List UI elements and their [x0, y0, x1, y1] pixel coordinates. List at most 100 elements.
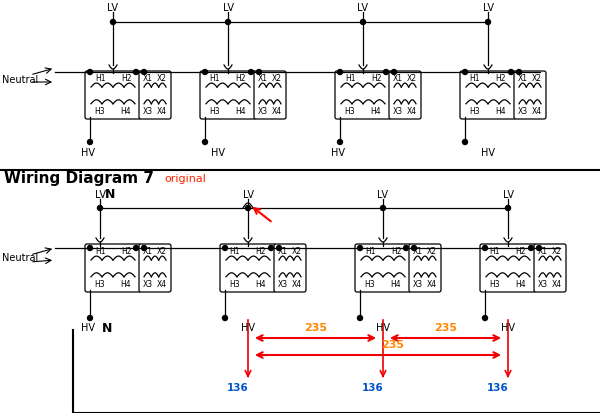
Circle shape: [404, 245, 409, 251]
Text: N: N: [105, 188, 115, 200]
FancyBboxPatch shape: [85, 71, 141, 119]
Circle shape: [412, 245, 416, 251]
Text: X4: X4: [427, 280, 437, 289]
Text: X4: X4: [272, 107, 282, 116]
FancyBboxPatch shape: [85, 244, 141, 292]
Text: X3: X3: [143, 107, 153, 116]
FancyBboxPatch shape: [514, 71, 546, 119]
Circle shape: [277, 245, 281, 251]
Circle shape: [142, 245, 146, 251]
Text: H1: H1: [230, 247, 240, 256]
Text: H1: H1: [95, 74, 105, 83]
Text: X2: X2: [552, 247, 562, 256]
Circle shape: [485, 19, 491, 24]
Text: H1: H1: [470, 74, 480, 83]
Text: H1: H1: [345, 74, 355, 83]
Circle shape: [337, 69, 343, 74]
Circle shape: [380, 206, 386, 211]
Text: 136: 136: [487, 383, 509, 393]
Text: LV: LV: [482, 3, 493, 13]
Text: X3: X3: [538, 280, 548, 289]
Circle shape: [133, 69, 139, 74]
Text: X1: X1: [538, 247, 548, 256]
FancyBboxPatch shape: [534, 244, 566, 292]
Circle shape: [392, 69, 397, 74]
Text: X3: X3: [143, 280, 153, 289]
FancyBboxPatch shape: [139, 244, 171, 292]
Text: H3: H3: [490, 280, 500, 289]
Circle shape: [203, 140, 208, 145]
Text: H3: H3: [365, 280, 376, 289]
Text: X1: X1: [143, 74, 153, 83]
Text: X4: X4: [407, 107, 417, 116]
Circle shape: [203, 69, 208, 74]
Text: X2: X2: [407, 74, 417, 83]
Text: H3: H3: [344, 107, 355, 116]
Circle shape: [358, 316, 362, 320]
FancyBboxPatch shape: [409, 244, 441, 292]
Circle shape: [517, 69, 521, 74]
Text: H4: H4: [256, 280, 266, 289]
Text: Wiring Diagram 7: Wiring Diagram 7: [4, 171, 154, 187]
Text: HV: HV: [211, 148, 225, 158]
Text: X3: X3: [393, 107, 403, 116]
Text: X1: X1: [278, 247, 288, 256]
Text: H4: H4: [121, 107, 131, 116]
Text: LV: LV: [223, 3, 233, 13]
Circle shape: [358, 245, 362, 251]
Text: H2: H2: [371, 74, 381, 83]
Text: H2: H2: [516, 247, 526, 256]
Circle shape: [110, 19, 115, 24]
Circle shape: [463, 69, 467, 74]
Text: H2: H2: [256, 247, 266, 256]
Text: H4: H4: [515, 280, 526, 289]
Text: 136: 136: [362, 383, 384, 393]
Text: N: N: [102, 321, 112, 335]
Text: X1: X1: [393, 74, 403, 83]
Circle shape: [257, 69, 262, 74]
Text: H2: H2: [121, 247, 131, 256]
Text: H1: H1: [95, 247, 105, 256]
FancyBboxPatch shape: [335, 71, 391, 119]
Text: X2: X2: [272, 74, 282, 83]
Text: 235: 235: [434, 323, 457, 333]
Text: H4: H4: [236, 107, 247, 116]
Circle shape: [245, 206, 251, 211]
Circle shape: [88, 245, 92, 251]
Text: LV: LV: [95, 190, 106, 200]
Text: X4: X4: [532, 107, 542, 116]
Text: X3: X3: [278, 280, 288, 289]
FancyBboxPatch shape: [274, 244, 306, 292]
Circle shape: [226, 19, 230, 24]
Text: Neutral: Neutral: [2, 75, 38, 85]
Text: H2: H2: [236, 74, 246, 83]
Text: LV: LV: [242, 190, 254, 200]
Circle shape: [88, 140, 92, 145]
Circle shape: [529, 245, 533, 251]
Text: 235: 235: [304, 323, 327, 333]
Text: H2: H2: [496, 74, 506, 83]
Text: X1: X1: [143, 247, 153, 256]
FancyBboxPatch shape: [355, 244, 411, 292]
Text: Neutral: Neutral: [2, 253, 38, 263]
Text: X4: X4: [157, 280, 167, 289]
FancyBboxPatch shape: [200, 71, 256, 119]
Text: H4: H4: [121, 280, 131, 289]
Text: 235: 235: [382, 340, 404, 350]
Circle shape: [88, 316, 92, 320]
Text: X1: X1: [518, 74, 528, 83]
Circle shape: [97, 206, 103, 211]
Text: H1: H1: [365, 247, 375, 256]
Text: LV: LV: [358, 3, 368, 13]
Text: H2: H2: [391, 247, 401, 256]
Text: H3: H3: [209, 107, 220, 116]
Text: X2: X2: [157, 247, 167, 256]
Circle shape: [482, 245, 487, 251]
Text: LV: LV: [503, 190, 514, 200]
Circle shape: [142, 69, 146, 74]
Text: X4: X4: [157, 107, 167, 116]
Text: HV: HV: [331, 148, 345, 158]
Text: H3: H3: [470, 107, 481, 116]
Text: X1: X1: [413, 247, 423, 256]
Circle shape: [509, 69, 514, 74]
